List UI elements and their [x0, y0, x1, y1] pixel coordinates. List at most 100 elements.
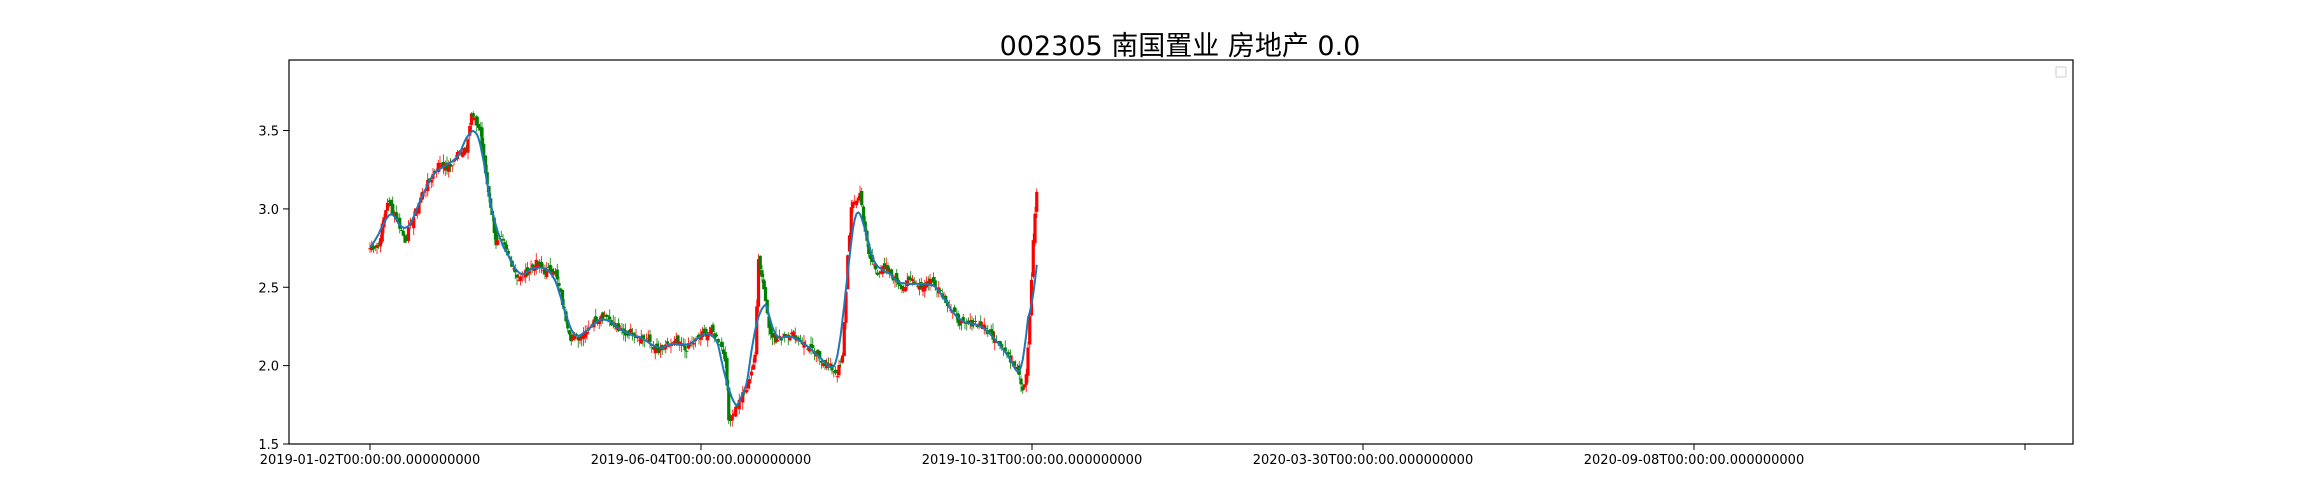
candle-body: [1029, 279, 1034, 316]
candle-body: [557, 283, 561, 287]
x-tick-label: 2019-06-04T00:00:00.000000000: [591, 453, 811, 468]
candle-body: [466, 139, 470, 153]
candle-body: [371, 245, 376, 250]
candle-body: [543, 267, 547, 275]
candle-body: [581, 334, 586, 339]
candle-body: [889, 269, 894, 276]
candle-body: [809, 343, 813, 347]
candle-body: [744, 389, 748, 393]
candle-body: [746, 380, 750, 389]
candle-body: [580, 335, 584, 339]
candle-body: [968, 320, 972, 323]
candle-body: [1015, 367, 1020, 369]
candle-body: [851, 202, 855, 208]
candle-body: [377, 243, 381, 245]
candle-body: [991, 330, 995, 340]
candle-body: [718, 343, 722, 345]
candle-body: [979, 321, 983, 327]
candle-body: [396, 219, 400, 221]
candle-body: [641, 335, 645, 339]
candle-body: [916, 285, 920, 287]
candle-body: [606, 315, 610, 317]
candle-body: [392, 213, 397, 216]
candle-body: [858, 192, 862, 200]
legend-box: [2055, 66, 2067, 78]
candle-body: [504, 244, 509, 250]
candle-body: [385, 202, 390, 211]
candle-body: [769, 326, 773, 335]
candle-body: [720, 341, 724, 348]
candle-body: [429, 179, 433, 183]
y-tick-label: 2.5: [258, 281, 279, 296]
candle-body: [998, 341, 1002, 346]
candle-body: [450, 165, 454, 167]
candle-body: [560, 289, 565, 306]
candle-body: [669, 344, 673, 346]
candle-body: [784, 335, 789, 336]
candle-body: [882, 263, 887, 268]
candle-body: [1012, 361, 1016, 366]
candle-body: [473, 117, 477, 121]
candle-body: [732, 413, 736, 416]
x-axis: 2019-01-02T00:00:00.000000000 2019-06-04T…: [260, 444, 2026, 468]
candle-body: [518, 276, 523, 281]
candle-body: [548, 265, 552, 272]
candle-body: [898, 284, 902, 287]
candle-body: [438, 163, 442, 165]
candle-body: [973, 321, 978, 322]
candle-body: [496, 240, 500, 245]
candle-body: [674, 338, 678, 345]
candle-body: [835, 376, 839, 378]
candle-body: [776, 340, 780, 342]
candle-body: [464, 147, 468, 150]
candle-body: [1033, 213, 1037, 244]
candle-body: [875, 272, 880, 275]
candle-body: [725, 357, 729, 386]
candle-body: [448, 164, 453, 167]
candle-body: [790, 332, 794, 335]
candle-body: [709, 327, 713, 336]
candle-body: [1031, 240, 1035, 277]
candle-body: [683, 345, 687, 351]
candle-body: [903, 286, 908, 292]
candle-body: [608, 316, 612, 320]
candle-body: [538, 263, 542, 268]
candle-body: [989, 329, 993, 333]
candle-body: [895, 272, 899, 283]
candle-body: [461, 151, 465, 157]
candle-body: [856, 197, 860, 201]
candle-body: [737, 399, 741, 410]
candle-body: [667, 346, 671, 348]
candle-body: [506, 250, 510, 255]
candle-body: [952, 307, 957, 312]
candle-body: [959, 320, 964, 324]
candle-body: [468, 125, 472, 136]
candle-body: [566, 320, 570, 329]
candle-body: [550, 269, 554, 273]
candle-body: [553, 271, 558, 274]
candle-body: [772, 336, 776, 338]
candle-body: [923, 283, 927, 292]
candle-body: [723, 351, 727, 362]
candle-body: [539, 261, 544, 268]
candle-body: [401, 230, 405, 236]
candle-body: [818, 351, 822, 359]
candle-body: [639, 336, 643, 344]
candle-body: [536, 261, 540, 266]
candle-body: [928, 278, 932, 286]
candle-body: [511, 268, 516, 270]
candle-body: [755, 306, 759, 355]
candle-body: [1028, 316, 1032, 345]
candle-body: [567, 330, 572, 335]
candle-body: [774, 334, 778, 343]
candle-body: [900, 285, 904, 290]
candle-body: [807, 347, 811, 352]
candle-body: [984, 328, 988, 329]
candle-body: [902, 288, 906, 292]
candle-body: [482, 143, 486, 160]
candle-body: [811, 344, 815, 349]
candle-body: [476, 123, 481, 128]
candle-body: [492, 217, 496, 233]
candle-body: [546, 267, 551, 268]
